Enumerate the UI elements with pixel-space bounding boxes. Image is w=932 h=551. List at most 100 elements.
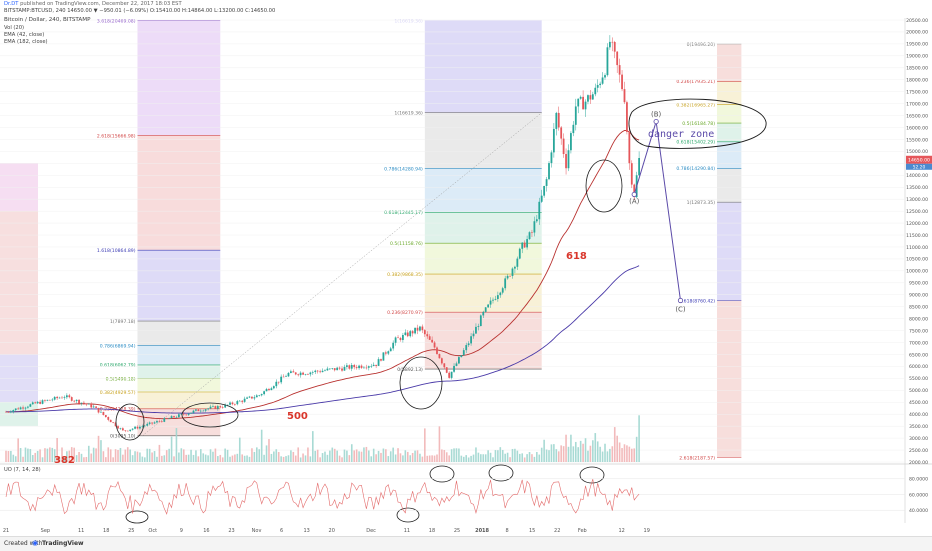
candle-body xyxy=(484,307,487,312)
candles xyxy=(5,35,640,433)
volume-bar xyxy=(397,448,399,462)
candle-body xyxy=(63,397,66,398)
candle-body xyxy=(287,372,290,377)
volume-bar xyxy=(370,456,373,462)
candle-body xyxy=(231,402,234,405)
volume-bar xyxy=(475,447,477,462)
price-tick-label: 20500.00 xyxy=(906,18,928,24)
volume-bar xyxy=(153,451,156,462)
volume-bar xyxy=(584,438,587,462)
volume-bar xyxy=(275,449,278,462)
candle-body xyxy=(41,400,44,404)
candle-body xyxy=(618,65,621,75)
volume-bar xyxy=(433,455,436,462)
candle-body xyxy=(238,400,241,402)
volume-bar xyxy=(243,455,246,462)
candle-body xyxy=(591,94,594,100)
fib-2-band xyxy=(424,212,542,244)
ema-182-line xyxy=(5,265,640,414)
candle-body xyxy=(533,221,536,233)
volume-bar xyxy=(455,448,458,462)
candle-body xyxy=(438,354,441,359)
candle-body xyxy=(380,359,382,361)
volume-bar xyxy=(348,455,351,462)
candle-body xyxy=(355,367,358,369)
volume-bar xyxy=(78,451,80,462)
candle-body xyxy=(548,163,550,180)
candle-body xyxy=(92,406,95,408)
price-tick-label: 2000.00 xyxy=(909,460,928,466)
footer-bar: Created with ◉ TradingView xyxy=(0,536,932,551)
volume-bar xyxy=(178,452,180,462)
volume-bar xyxy=(204,454,207,462)
volume-bar xyxy=(462,456,465,462)
candle-body xyxy=(207,408,210,410)
ema-lines xyxy=(5,130,640,420)
volume-bar xyxy=(90,453,93,462)
candle-body xyxy=(579,96,582,99)
volume-bar xyxy=(467,457,470,462)
tradingview-brand[interactable]: TradingView xyxy=(42,540,84,547)
volume-bar xyxy=(187,454,190,462)
candle-body xyxy=(311,372,314,373)
indicator-ema-42[interactable]: EMA (42, close) xyxy=(4,32,45,38)
indicator-vol[interactable]: Vol (20) xyxy=(4,25,25,31)
volume-bar xyxy=(560,445,562,462)
candle-body xyxy=(440,358,443,364)
volume-bar xyxy=(24,447,27,462)
volume-bar xyxy=(83,457,85,462)
tradingview-logo-icon[interactable]: ◉ xyxy=(32,539,39,547)
volume-bar xyxy=(389,451,392,462)
candle-body xyxy=(156,421,158,423)
volume-bar xyxy=(538,454,541,462)
candle-body xyxy=(175,417,178,418)
candle-body xyxy=(567,150,570,169)
candle-body xyxy=(577,98,580,107)
hand-drawn-ellipse xyxy=(125,510,149,524)
price-tick-label: 7500.00 xyxy=(909,328,928,334)
candle-body xyxy=(241,400,244,402)
volume-bar xyxy=(185,454,187,462)
fib-2-level-label: 1(16619.36) xyxy=(394,19,423,25)
price-tick-label: 17000.00 xyxy=(906,101,928,107)
author-name[interactable]: Dr.DT published on TradingView.com, Dece… xyxy=(4,1,182,7)
fib-1-band xyxy=(137,364,221,379)
fib-2-band xyxy=(424,274,542,313)
candle-body xyxy=(328,368,331,370)
candle-body xyxy=(294,372,297,375)
fib-1-band xyxy=(137,250,221,322)
candle-body xyxy=(570,133,572,151)
wave-c-label: (C) xyxy=(675,305,686,313)
volume-bar xyxy=(316,449,319,462)
volume-bar xyxy=(214,448,217,462)
volume-bar xyxy=(587,450,589,462)
volume-bar xyxy=(246,455,248,462)
price-tick-label: 16000.00 xyxy=(906,125,928,131)
volume-bar xyxy=(350,444,353,462)
volume-bar xyxy=(445,452,448,462)
candle-body xyxy=(246,397,248,399)
volume-bar xyxy=(424,428,426,462)
candle-body xyxy=(48,399,51,401)
candle-body xyxy=(504,278,507,289)
volume-bar xyxy=(368,450,370,462)
volume-bar xyxy=(406,451,409,462)
volume-bar xyxy=(282,456,285,462)
candle-body xyxy=(550,152,553,164)
candle-body xyxy=(479,315,482,327)
price-tick-label: 8500.00 xyxy=(909,305,928,311)
candle-body xyxy=(119,428,122,429)
fib-3-level-label: 1(12873.35) xyxy=(687,200,716,206)
indicator-ema-182[interactable]: EMA (182, close) xyxy=(4,39,48,45)
candle-body xyxy=(75,399,78,401)
candle-body xyxy=(613,42,616,52)
candle-body xyxy=(543,185,546,196)
candle-body xyxy=(623,89,626,103)
candle-body xyxy=(236,401,239,405)
candle-body xyxy=(599,83,602,86)
candle-body xyxy=(78,399,80,404)
candle-body xyxy=(139,426,141,429)
candle-body xyxy=(5,411,7,413)
volume-bar xyxy=(146,448,149,462)
